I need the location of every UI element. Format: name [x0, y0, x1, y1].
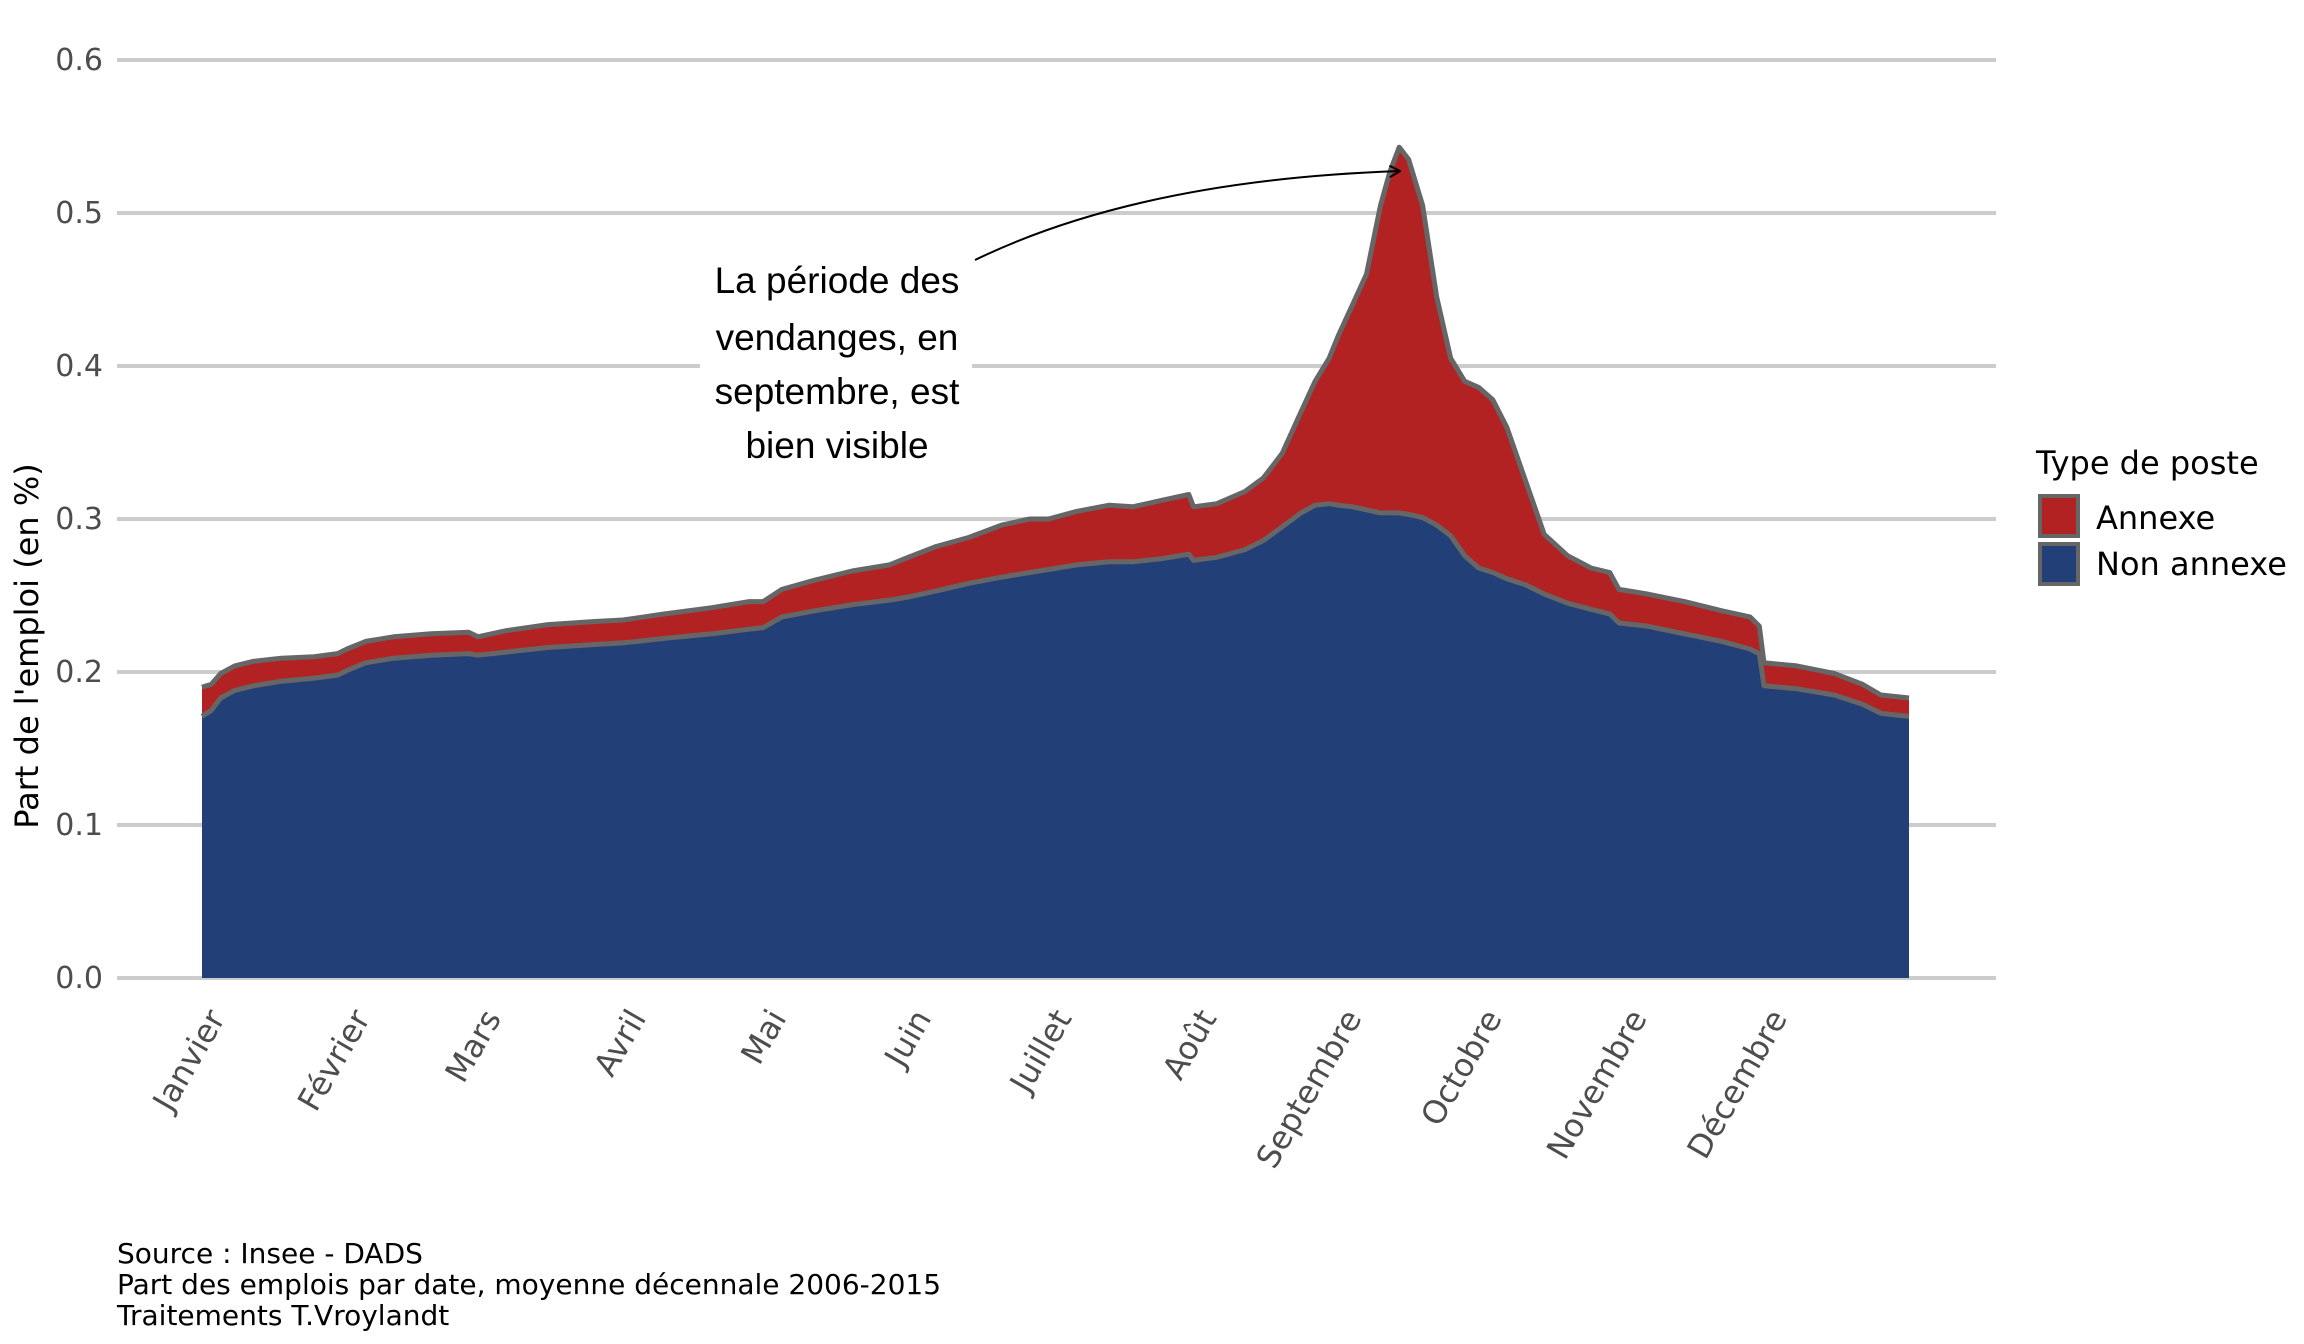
outline-annexe [201, 144, 1910, 701]
x-tick-label: Mars [437, 1003, 508, 1089]
outline-non-annexe [200, 501, 1910, 719]
x-tick-label: Août [1155, 1003, 1225, 1086]
x-tick-label: Octobre [1413, 1003, 1510, 1132]
caption-description: Part des emplois par date, moyenne décen… [117, 1268, 942, 1301]
y-tick-label: 0.5 [55, 196, 103, 231]
y-tick-label: 0.0 [55, 961, 103, 996]
legend-swatch-annexe [2038, 494, 2080, 538]
y-tick-label: 0.6 [55, 43, 103, 78]
annotation-line-1: La période des [715, 260, 960, 301]
x-tick-label: Septembre [1248, 1003, 1369, 1175]
legend-swatch-non-annexe [2038, 542, 2080, 586]
y-tick-label: 0.3 [55, 502, 103, 537]
x-tick-label: Novembre [1539, 1003, 1655, 1166]
x-tick-label: Décembre [1679, 1003, 1795, 1165]
annotation-arrow [974, 171, 1399, 261]
caption-credits: Traitements T.Vroylandt [117, 1299, 450, 1332]
x-tick-label: Juin [876, 1003, 939, 1075]
legend-title: Type de poste [2035, 444, 2259, 482]
x-tick-label: Mai [733, 1003, 794, 1071]
vendanges-annotation: La période des vendanges, en septembre, … [700, 171, 1399, 473]
annotation-line-2: vendanges, en [716, 317, 959, 358]
y-tick-label: 0.1 [55, 808, 103, 843]
data-areas [200, 144, 1910, 978]
y-axis-title: Part de l'emploi (en %) [8, 463, 46, 828]
legend-label-non-annexe: Non annexe [2096, 545, 2287, 583]
caption: Source : Insee - DADS Part des emplois p… [117, 1238, 941, 1331]
x-tick-labels: Janvier Février Mars Avril Mai Juin Juillet Aoû… [144, 1002, 1795, 1174]
legend: Type de poste Annexe Non annexe [2035, 444, 2287, 586]
y-tick-labels: 0.0 0.1 0.2 0.3 0.4 0.5 0.6 [55, 43, 103, 996]
legend-label-annexe: Annexe [2096, 499, 2215, 537]
annotation-background [700, 255, 972, 473]
x-tick-label: Avril [586, 1003, 654, 1083]
area-non-annexe [202, 503, 1909, 978]
x-tick-label: Juillet [1001, 1003, 1079, 1100]
annotation-line-3: septembre, est [715, 371, 960, 412]
caption-source: Source : Insee - DADS [117, 1237, 423, 1270]
x-tick-label: Janvier [144, 1002, 233, 1119]
y-tick-label: 0.2 [55, 655, 103, 690]
y-tick-label: 0.4 [55, 349, 103, 384]
x-tick-label: Février [290, 1002, 378, 1117]
annotation-line-4: bien visible [745, 425, 928, 466]
